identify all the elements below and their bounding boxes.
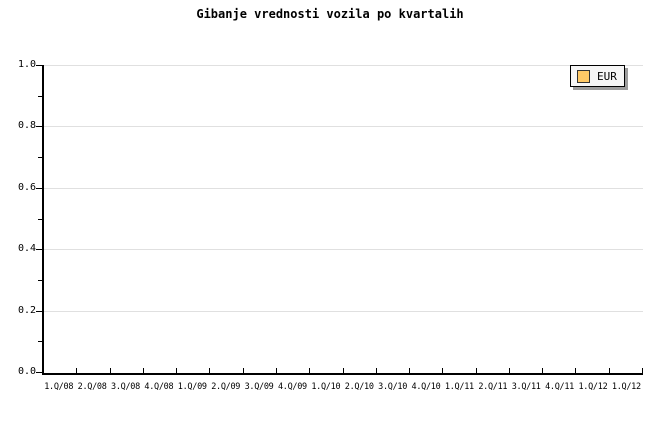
y-axis-minor-tick bbox=[38, 157, 42, 158]
x-axis-tick bbox=[243, 368, 244, 373]
x-axis-tick-label: 3.Q/10 bbox=[378, 382, 408, 392]
y-axis-major-tick bbox=[36, 126, 42, 127]
x-axis-tick bbox=[442, 368, 443, 373]
x-axis-tick-label: 1.Q/09 bbox=[177, 382, 207, 392]
x-axis-tick bbox=[575, 368, 576, 373]
x-axis-tick-label: 1.Q/12 bbox=[578, 382, 608, 392]
x-axis-tick bbox=[176, 368, 177, 373]
x-axis-tick bbox=[642, 368, 643, 373]
gridline bbox=[44, 311, 643, 312]
legend-swatch-icon bbox=[577, 69, 590, 83]
y-axis-minor-tick bbox=[38, 341, 42, 342]
gridline bbox=[44, 188, 643, 189]
x-axis-tick bbox=[376, 368, 377, 373]
y-axis-tick-label: 0.8 bbox=[17, 120, 36, 131]
y-axis-minor-tick bbox=[38, 96, 42, 97]
x-axis-tick bbox=[409, 368, 410, 373]
x-axis-tick-label: 1.Q/08 bbox=[44, 382, 74, 392]
x-axis-tick-label: 2.Q/08 bbox=[77, 382, 107, 392]
y-axis-minor-tick bbox=[38, 280, 42, 281]
y-axis-major-tick bbox=[36, 65, 42, 66]
y-axis-major-tick bbox=[36, 188, 42, 189]
x-axis-labels: 1.Q/08 2.Q/08 3.Q/08 4.Q/08 1.Q/09 2.Q/09 3.Q/… bbox=[42, 382, 643, 392]
y-axis-minor-tick bbox=[38, 219, 42, 220]
y-axis-tick-label: 1.0 bbox=[17, 59, 36, 70]
x-axis-tick bbox=[76, 368, 77, 373]
x-axis-tick bbox=[343, 368, 344, 373]
y-axis-tick-label: 0.4 bbox=[17, 243, 36, 254]
y-axis-tick-label: 0.0 bbox=[17, 366, 36, 377]
x-axis-tick bbox=[476, 368, 477, 373]
x-axis-tick-label: 3.Q/11 bbox=[511, 382, 541, 392]
x-axis-tick-label: 2.Q/11 bbox=[478, 382, 508, 392]
x-axis-tick bbox=[609, 368, 610, 373]
chart-title: Gibanje vrednosti vozila po kvartalih bbox=[196, 7, 464, 21]
legend-label: EUR bbox=[597, 69, 617, 83]
x-axis-tick-label: 4.Q/09 bbox=[277, 382, 307, 392]
x-axis-tick bbox=[542, 368, 543, 373]
x-axis-tick bbox=[110, 368, 111, 373]
x-axis-tick bbox=[509, 368, 510, 373]
y-axis-major-tick bbox=[36, 311, 42, 312]
x-axis-tick-label: 4.Q/08 bbox=[144, 382, 174, 392]
x-axis-tick-label: 1.Q/10 bbox=[311, 382, 341, 392]
x-axis-tick-label: 1.Q/12 bbox=[611, 382, 641, 392]
x-axis-tick bbox=[209, 368, 210, 373]
y-axis-tick-label: 0.6 bbox=[17, 182, 36, 193]
x-axis-tick-label: 4.Q/11 bbox=[545, 382, 574, 392]
legend: EUR bbox=[570, 65, 625, 87]
x-axis-tick bbox=[309, 368, 310, 373]
x-axis-tick-label: 2.Q/09 bbox=[211, 382, 241, 392]
plot-area bbox=[36, 65, 643, 375]
y-axis-tick-label: 0.2 bbox=[17, 305, 36, 316]
x-axis-tick-label: 4.Q/10 bbox=[411, 382, 441, 392]
x-axis-tick bbox=[143, 368, 144, 373]
gridline bbox=[44, 249, 643, 250]
y-axis-major-tick bbox=[36, 249, 42, 250]
x-axis-tick-label: 3.Q/08 bbox=[111, 382, 140, 392]
x-axis-tick-label: 3.Q/09 bbox=[244, 382, 274, 392]
gridline bbox=[44, 126, 643, 127]
x-axis-tick bbox=[276, 368, 277, 373]
gridline bbox=[44, 65, 643, 66]
y-axis-major-tick bbox=[36, 372, 42, 373]
x-axis-tick-label: 2.Q/10 bbox=[344, 382, 374, 392]
x-axis-tick-label: 1.Q/11 bbox=[444, 382, 474, 392]
